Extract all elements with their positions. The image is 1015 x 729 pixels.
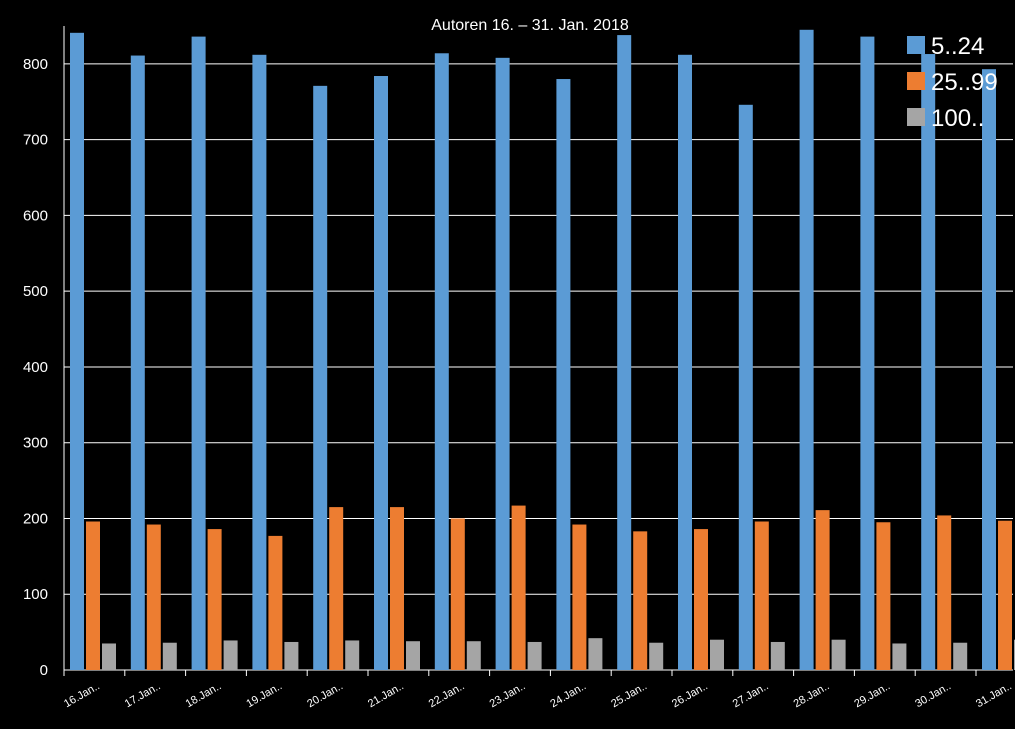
bar-2599-0	[86, 521, 100, 670]
x-tick-label: 30.Jan..	[913, 680, 953, 710]
bar-100-13	[892, 643, 907, 670]
bar-100-10	[710, 639, 724, 670]
bar-100-4	[345, 640, 360, 670]
bar-524-6	[434, 53, 449, 671]
bar-2599-4	[329, 507, 344, 670]
bar-100-0	[102, 643, 116, 670]
y-tick-label: 400	[23, 359, 48, 376]
bar-524-4	[313, 85, 328, 670]
legend-swatch	[907, 72, 925, 90]
x-axis: 16.Jan.. 17.Jan.. 18.Jan.. 19.Jan.. 20.Jan..…	[62, 670, 1014, 710]
x-tick-label: 24.Jan..	[548, 680, 588, 710]
bar-524-14	[921, 54, 936, 670]
x-tick-label: 23.Jan..	[488, 680, 528, 710]
bar-524-15	[982, 69, 996, 670]
gridlines	[64, 63, 1013, 595]
y-axis: 0 100 200 300 400 500 600 700 800	[23, 26, 1013, 679]
bar-100-7	[527, 641, 542, 670]
bar-2599-9	[633, 531, 648, 670]
legend-swatch	[907, 108, 925, 126]
y-tick-label: 300	[23, 435, 48, 452]
bars	[70, 29, 1015, 671]
bar-100-1	[162, 642, 177, 670]
x-tick-label: 29.Jan..	[852, 680, 892, 710]
bar-2599-13	[876, 522, 891, 670]
bar-2599-3	[268, 535, 283, 670]
bar-2599-7	[511, 505, 526, 670]
x-tick-label: 26.Jan..	[670, 680, 710, 710]
bar-524-7	[495, 57, 510, 671]
bar-100-5	[406, 641, 420, 670]
x-tick-label: 31.Jan..	[974, 680, 1014, 710]
bar-100-6	[466, 641, 481, 670]
bar-524-2	[191, 36, 206, 671]
y-tick-label: 200	[23, 510, 48, 527]
y-tick-label: 0	[40, 662, 48, 679]
x-tick-label: 20.Jan..	[305, 680, 345, 710]
bar-100-11	[770, 641, 785, 670]
bar-524-11	[738, 104, 753, 671]
bar-2599-10	[694, 529, 708, 670]
bar-2599-15	[998, 520, 1012, 670]
bar-2599-14	[937, 515, 952, 670]
y-tick-label: 800	[23, 56, 48, 73]
x-tick-label: 18.Jan..	[184, 680, 224, 710]
bar-2599-5	[390, 507, 404, 670]
y-tick-label: 700	[23, 132, 48, 149]
x-tick-label: 25.Jan..	[609, 680, 649, 710]
bar-100-2	[223, 640, 238, 670]
bar-2599-12	[815, 510, 830, 670]
bar-100-14	[953, 642, 968, 670]
bar-524-13	[860, 36, 875, 671]
x-tick-label: 21.Jan..	[366, 680, 406, 710]
bar-100-8	[588, 638, 603, 670]
x-tick-label: 17.Jan..	[123, 680, 163, 710]
bar-100-9	[649, 642, 664, 670]
bar-524-8	[556, 79, 571, 671]
bar-524-0	[70, 32, 84, 670]
bar-2599-1	[146, 524, 161, 670]
x-tick-label: 28.Jan..	[792, 680, 832, 710]
bar-2599-2	[207, 529, 222, 670]
legend-label: 25..99	[931, 69, 998, 96]
bar-524-9	[617, 35, 632, 670]
legend: 5..24 25..99 100..	[907, 33, 998, 132]
bar-524-12	[799, 29, 814, 671]
bar-524-1	[130, 55, 145, 671]
chart-title: Autoren 16. – 31. Jan. 2018	[431, 17, 629, 34]
x-tick-label: 19.Jan..	[244, 680, 284, 710]
x-tick-label: 27.Jan..	[731, 680, 771, 710]
y-tick-label: 500	[23, 283, 48, 300]
legend-label: 5..24	[931, 33, 984, 60]
bar-524-3	[252, 54, 267, 670]
bar-100-12	[831, 639, 846, 670]
y-tick-label: 600	[23, 207, 48, 224]
x-tick-label: 22.Jan..	[427, 680, 467, 710]
bar-2599-11	[754, 521, 769, 670]
legend-swatch	[907, 36, 925, 54]
y-tick-label: 100	[23, 586, 48, 603]
bar-524-10	[678, 54, 692, 670]
bar-2599-8	[572, 524, 587, 670]
bar-2599-6	[450, 518, 465, 670]
bar-100-3	[284, 641, 299, 670]
bar-524-5	[374, 76, 388, 671]
legend-label: 100..	[931, 105, 984, 132]
x-tick-label: 16.Jan..	[62, 680, 102, 710]
